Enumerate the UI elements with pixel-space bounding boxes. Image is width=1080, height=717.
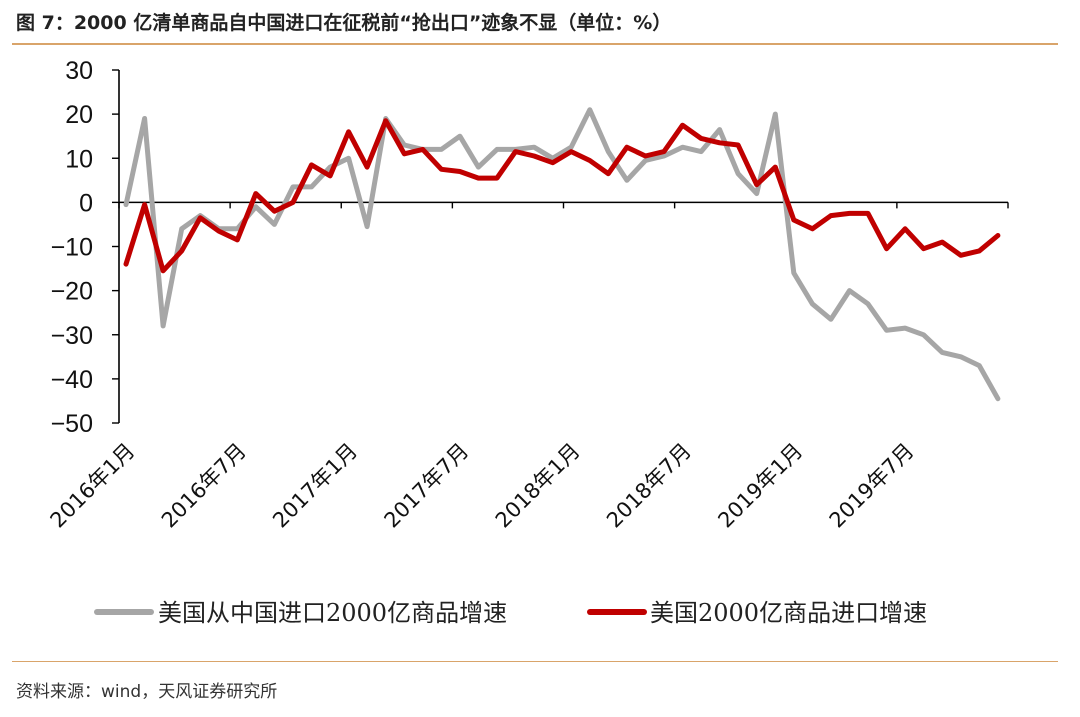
x-tick-label: 2019年7月 (825, 439, 919, 533)
x-tick-label: 2019年1月 (713, 439, 807, 533)
y-tick-label: 0 (79, 189, 93, 217)
x-tick-label: 2018年7月 (602, 439, 696, 533)
y-tick-label: −10 (51, 234, 93, 262)
legend-label: 美国从中国进口2000亿商品增速 (158, 599, 507, 627)
x-tick-label: 2017年1月 (268, 439, 362, 533)
x-tick-label: 2018年1月 (491, 439, 585, 533)
chart-title: 图 7：2000 亿清单商品自中国进口在征税前“抢出口”迹象不显（单位：%） (16, 12, 672, 34)
legend-label: 美国2000亿商品进口增速 (650, 599, 927, 627)
x-tick-label: 2017年7月 (380, 439, 474, 533)
footer-divider (12, 661, 1058, 662)
chart-series (123, 107, 1001, 402)
chart-legend: 美国从中国进口2000亿商品增速 美国2000亿商品进口增速 (94, 599, 927, 627)
y-tick-label: 10 (65, 145, 93, 173)
x-tick-label: 2016年7月 (157, 439, 251, 533)
y-tick-label: −20 (51, 278, 93, 306)
source-note: 资料来源：wind，天风证券研究所 (16, 682, 278, 702)
series-line-china-imports (123, 107, 1001, 402)
y-tick-label: −50 (51, 410, 93, 438)
y-tick-label: 30 (65, 57, 93, 85)
x-tick-label: 2016年1月 (46, 439, 140, 533)
y-tick-label: −30 (51, 322, 93, 350)
title-divider (12, 43, 1058, 45)
series-line-total-imports (123, 118, 1001, 274)
y-tick-label: −40 (51, 366, 93, 394)
y-tick-label: 20 (65, 101, 93, 129)
